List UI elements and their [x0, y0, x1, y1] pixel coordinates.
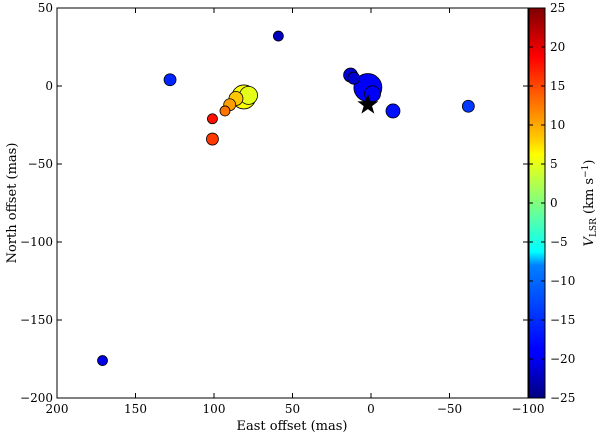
colorbar-tick-label: −5 [550, 235, 568, 249]
colorbar-tick-label: 10 [550, 118, 565, 132]
maser-spot [347, 71, 361, 85]
colorbar-tick-label: −20 [550, 352, 575, 366]
y-tick-label: −50 [28, 157, 53, 171]
maser-spot [97, 355, 108, 366]
data-points [97, 30, 475, 366]
maser-spot [461, 99, 475, 113]
maser-spot [385, 103, 401, 119]
y-tick-label: −200 [20, 391, 53, 405]
x-tick-label: 0 [367, 402, 375, 416]
colorbar-label: VLSR (km s−1) [581, 160, 599, 247]
x-tick-label: 50 [285, 402, 300, 416]
maser-spot [207, 113, 218, 125]
y-tick-label: 50 [38, 1, 53, 15]
axis-ticks: 200 150 100 50 0 −50 −100 50 0 −50 −100 −150 −200 [20, 1, 544, 416]
maser-spot [163, 73, 177, 87]
y-tick-label: −100 [20, 235, 53, 249]
colorbar-tick-label: −25 [550, 391, 575, 405]
colorbar-tick-label: 25 [550, 1, 565, 15]
x-axis-label: East offset (mas) [237, 419, 348, 434]
x-tick-label: 200 [46, 402, 69, 416]
colorbar-tick-label: 20 [550, 40, 565, 54]
x-tick-label: −100 [512, 402, 545, 416]
colorbar-tick-label: 5 [550, 157, 558, 171]
maser-spot [219, 105, 231, 117]
plot-area [56, 7, 529, 399]
colorbar-ticks: 25 20 15 10 5 0 −5 −10 −15 −20 −25 [529, 1, 575, 405]
maser-spot [272, 30, 284, 42]
x-tick-label: 150 [124, 402, 147, 416]
y-tick-label: 0 [45, 79, 53, 93]
maser-spot [206, 132, 219, 146]
star-marker [357, 93, 379, 114]
y-tick-label: −150 [20, 313, 53, 327]
colorbar-tick-label: −10 [550, 274, 575, 288]
colorbar-tick-label: 0 [550, 196, 558, 210]
colorbar-tick-label: 15 [550, 79, 565, 93]
x-tick-label: 100 [203, 402, 226, 416]
x-tick-label: −50 [437, 402, 462, 416]
colorbar-tick-label: −15 [550, 313, 575, 327]
y-axis-label: North offset (mas) [5, 143, 20, 264]
